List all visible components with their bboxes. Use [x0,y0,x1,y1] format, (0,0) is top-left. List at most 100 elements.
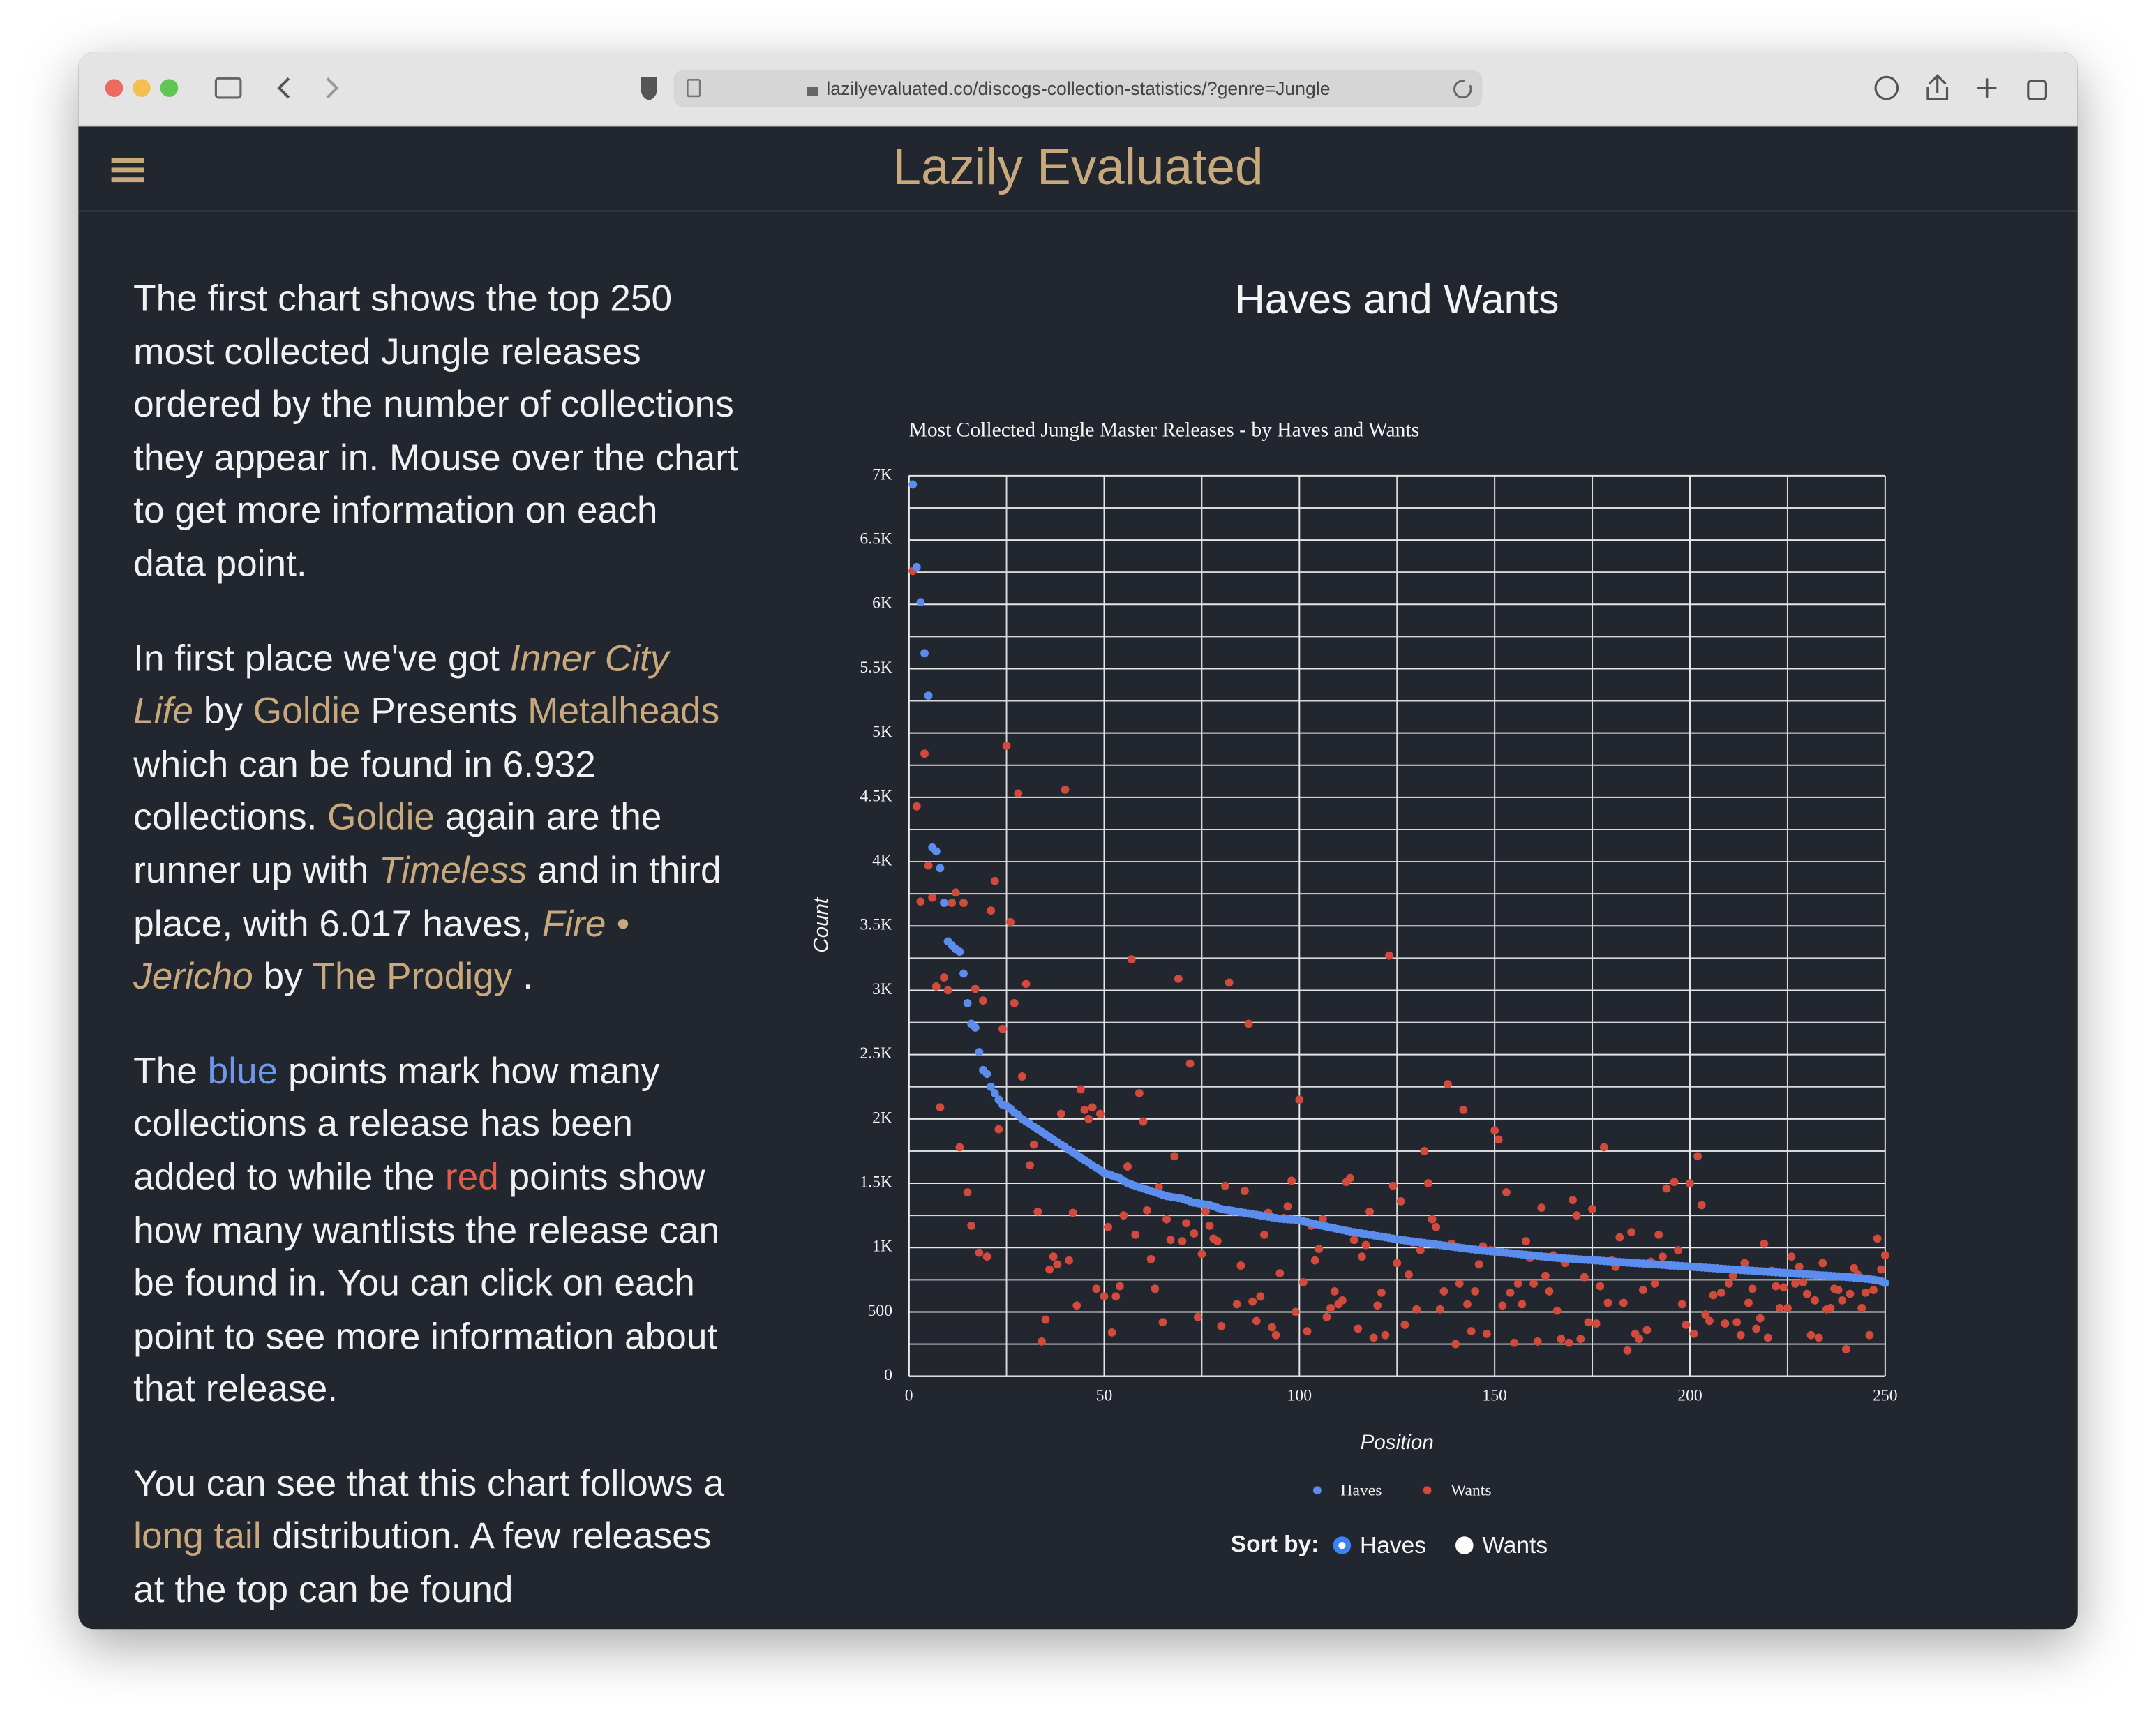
data-point[interactable] [1396,1196,1405,1206]
data-point[interactable] [1146,1254,1155,1263]
data-point[interactable] [1459,1106,1468,1114]
data-point[interactable] [1877,1265,1886,1274]
data-point[interactable] [1006,917,1015,926]
data-point[interactable] [1619,1298,1628,1307]
data-point[interactable] [1412,1305,1421,1314]
data-point[interactable] [924,691,933,700]
data-point[interactable] [1880,1251,1889,1260]
address-bar[interactable] [673,70,1483,107]
data-point[interactable] [987,906,996,915]
data-point[interactable] [1721,1319,1730,1328]
data-point[interactable] [1744,1298,1753,1307]
data-point[interactable] [1135,1089,1144,1097]
data-point[interactable] [1424,1179,1432,1187]
data-point[interactable] [1131,1230,1140,1239]
data-point[interactable] [1092,1284,1101,1293]
data-point[interactable] [1537,1203,1546,1213]
data-point[interactable] [1552,1306,1562,1315]
data-point[interactable] [1709,1291,1718,1300]
data-point[interactable] [979,996,987,1005]
data-point[interactable] [982,1070,991,1079]
data-point[interactable] [998,1024,1007,1033]
data-point[interactable] [1298,1278,1308,1286]
data-point[interactable] [1111,1292,1121,1301]
data-point[interactable] [1205,1222,1214,1230]
data-point[interactable] [1576,1335,1585,1344]
data-point[interactable] [920,749,929,758]
legend-marker[interactable] [1423,1486,1432,1495]
data-point[interactable] [1123,1162,1132,1171]
link[interactable]: Timeless [379,849,527,891]
data-point[interactable] [1838,1296,1847,1305]
data-point[interactable] [1689,1329,1698,1338]
data-point[interactable] [1701,1310,1710,1319]
data-point[interactable] [1806,1330,1816,1340]
data-point[interactable] [1494,1135,1503,1144]
data-point[interactable] [912,802,921,811]
data-point[interactable] [1416,1246,1425,1254]
data-point[interactable] [1846,1289,1855,1298]
data-point[interactable] [1295,1095,1304,1104]
data-point[interactable] [1045,1265,1054,1274]
data-point[interactable] [1104,1222,1112,1231]
data-point[interactable] [1178,1237,1187,1245]
data-point[interactable] [1056,1109,1065,1118]
radio-button[interactable] [1455,1536,1474,1554]
data-point[interactable] [1010,998,1019,1007]
data-point[interactable] [1193,1312,1202,1321]
data-point[interactable] [1232,1300,1241,1309]
data-point[interactable] [1287,1176,1296,1185]
data-point[interactable] [1213,1237,1222,1245]
data-point[interactable] [1756,1314,1765,1323]
data-point[interactable] [994,1125,1003,1134]
data-point[interactable] [1365,1207,1374,1216]
data-point[interactable] [1084,1114,1093,1123]
data-point[interactable] [959,969,968,978]
data-point[interactable] [975,1048,984,1056]
downloads-button[interactable] [1874,75,1899,100]
reader-icon[interactable] [687,79,701,98]
data-point[interactable] [987,1082,996,1091]
data-point[interactable] [1811,1296,1819,1305]
data-point[interactable] [1068,1208,1077,1217]
data-point[interactable] [1021,980,1031,989]
data-point[interactable] [1346,1173,1354,1183]
data-point[interactable] [1529,1279,1539,1288]
data-point[interactable] [1303,1327,1312,1336]
data-point[interactable] [1143,1206,1151,1215]
data-point[interactable] [940,973,948,982]
data-point[interactable] [1151,1284,1160,1293]
data-point[interactable] [1182,1219,1190,1228]
data-point[interactable] [1241,1187,1249,1196]
data-point[interactable] [1834,1286,1843,1295]
radio-label[interactable]: Wants [1482,1533,1548,1559]
link[interactable]: Inner City Life [133,637,669,732]
data-point[interactable] [1697,1201,1706,1210]
data-point[interactable] [1326,1304,1335,1312]
data-point[interactable] [1444,1080,1452,1088]
data-point[interactable] [1026,1161,1035,1170]
data-point[interactable] [1861,1288,1870,1297]
data-point[interactable] [1252,1316,1261,1326]
data-point[interactable] [1533,1337,1542,1346]
data-point[interactable] [1076,1085,1085,1094]
data-point[interactable] [1880,1279,1889,1287]
data-point[interactable] [1072,1301,1081,1310]
data-point[interactable] [916,897,925,906]
data-point[interactable] [1248,1297,1257,1306]
data-point[interactable] [1185,1059,1195,1068]
data-point[interactable] [1439,1287,1448,1296]
data-point[interactable] [1545,1287,1554,1296]
forward-button[interactable] [326,77,339,99]
data-point[interactable] [931,847,941,856]
data-point[interactable] [1638,1286,1647,1295]
data-point[interactable] [1381,1330,1390,1340]
link[interactable]: Goldie [327,796,435,838]
data-point[interactable] [1596,1282,1605,1291]
data-point[interactable] [1865,1330,1874,1340]
data-point[interactable] [1451,1340,1460,1349]
data-point[interactable] [1662,1184,1671,1193]
data-point[interactable] [1283,1202,1292,1211]
data-point[interactable] [1506,1288,1515,1297]
data-point[interactable] [1236,1261,1245,1270]
